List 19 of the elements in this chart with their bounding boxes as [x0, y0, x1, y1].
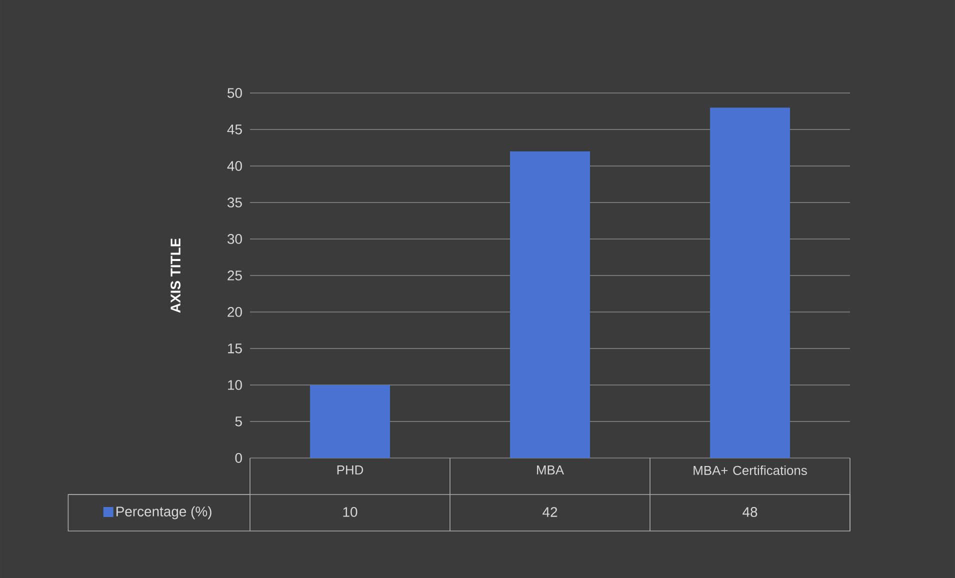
y-tick-label: 25 — [228, 270, 242, 280]
y-tick-label: 50 — [228, 88, 242, 98]
data-label: 48 — [742, 507, 758, 517]
y-tick-label: 0 — [235, 453, 242, 463]
x-tick-label: MBA — [537, 466, 564, 474]
y-tick-label: 45 — [227, 124, 242, 134]
y-tick-label: 10 — [228, 380, 242, 390]
data-label: 10 — [343, 507, 358, 517]
y-tick-label: 15 — [228, 344, 242, 354]
y-tick-label: 5 — [235, 416, 242, 426]
y-tick-label: 35 — [228, 198, 242, 208]
y-tick-label: 40 — [227, 161, 242, 171]
data-label: 42 — [542, 507, 558, 517]
legend-label: Percentage (%) — [116, 506, 212, 520]
y-tick-label: 30 — [228, 234, 242, 244]
x-tick-label: MBA+ Certifications — [694, 466, 807, 476]
y-tick-label: 20 — [228, 307, 242, 317]
y-axis-title: AXIS TITLE — [170, 238, 180, 313]
x-tick-label: PHD — [337, 466, 364, 474]
